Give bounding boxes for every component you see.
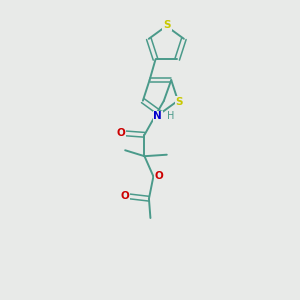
Text: H: H <box>167 111 174 122</box>
Text: O: O <box>155 171 164 182</box>
Text: O: O <box>121 191 130 201</box>
Text: N: N <box>154 111 162 122</box>
Text: O: O <box>116 128 125 138</box>
Text: S: S <box>163 20 171 30</box>
Text: S: S <box>176 97 183 107</box>
